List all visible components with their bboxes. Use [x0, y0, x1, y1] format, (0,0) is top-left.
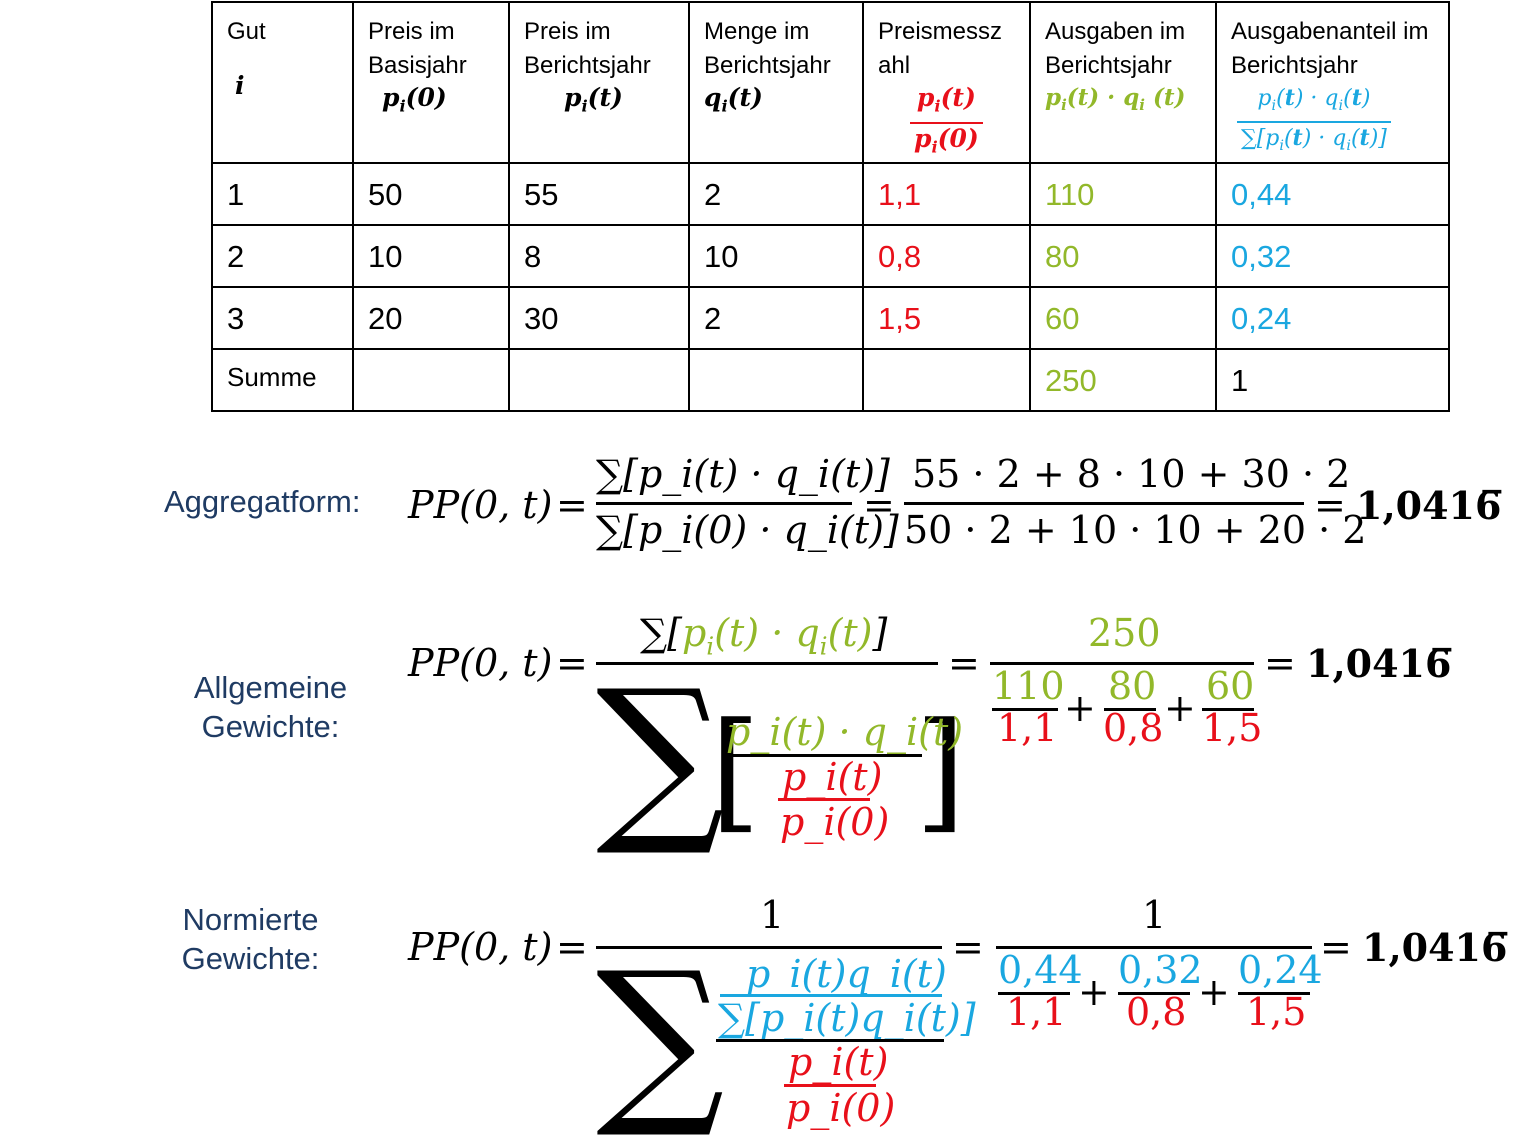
header-preismesszahl: Preismesszahl pi(t) pi(0): [862, 0, 1031, 165]
table-row: 3 20 30 2 1,5 60 0,24: [211, 286, 1450, 351]
table-row: 1 50 55 2 1,1 110 0,44: [211, 162, 1450, 227]
aggregat-den: ∑[p_i(0) · q_i(t)]: [596, 508, 899, 552]
aggregat-lhs: PP(0, t): [408, 483, 553, 527]
big-sum-symbol: ∑: [596, 652, 725, 861]
allgemein-value-num: 250: [1088, 611, 1161, 655]
aggregat-num: ∑[p_i(t) · q_i(t)]: [596, 452, 890, 496]
aggregat-den-values: 50 · 2 + 10 · 10 + 20 · 2: [904, 508, 1367, 552]
big-sum-symbol: ∑: [596, 934, 725, 1143]
allgemein-result: 1,0416̅: [1306, 641, 1452, 686]
header-preis-berichtsjahr: Preis im Berichtsjahr pi(t): [508, 0, 690, 165]
header-preis-basisjahr: Preis im Basisjahr pi(0): [352, 0, 510, 165]
aggregat-num-values: 55 · 2 + 8 · 10 + 30 · 2: [912, 452, 1351, 496]
allgemein-inner-num: p_i(t) · q_i(t): [726, 710, 964, 754]
normierte-gewichte-label: Normierte Gewichte:: [181, 902, 320, 976]
price-index-table: Gut i Preis im Basisjahr pi(0) Preis im …: [211, 0, 1450, 413]
preismesszahl-fraction: pi(t) pi(0): [910, 83, 983, 162]
table-header-row: Gut i Preis im Basisjahr pi(0) Preis im …: [211, 0, 1450, 165]
header-ausgabenanteil: Ausgabenanteil im Berichtsjahr pi(t) · q…: [1215, 0, 1450, 165]
header-gut: Gut i: [211, 0, 354, 165]
table-row: 2 10 8 10 0,8 80 0,32: [211, 224, 1450, 289]
allgemeine-gewichte-label: Allgemeine Gewichte:: [193, 670, 348, 744]
table-sum-row: Summe 250 1: [211, 348, 1450, 413]
aggregatform-label: Aggregatform:: [164, 484, 361, 519]
header-ausgaben: Ausgaben im Berichtsjahr pi(t) · qi (t): [1029, 0, 1217, 165]
aggregat-result: 1,0416̅: [1356, 483, 1502, 528]
normiert-result: 1,0416̅: [1362, 925, 1508, 970]
header-menge-berichtsjahr: Menge im Berichtsjahr qi(t): [688, 0, 864, 165]
ausgabenanteil-fraction: pi(t) · qi(t) ∑[pi(t) · qi(t)]: [1237, 83, 1391, 161]
